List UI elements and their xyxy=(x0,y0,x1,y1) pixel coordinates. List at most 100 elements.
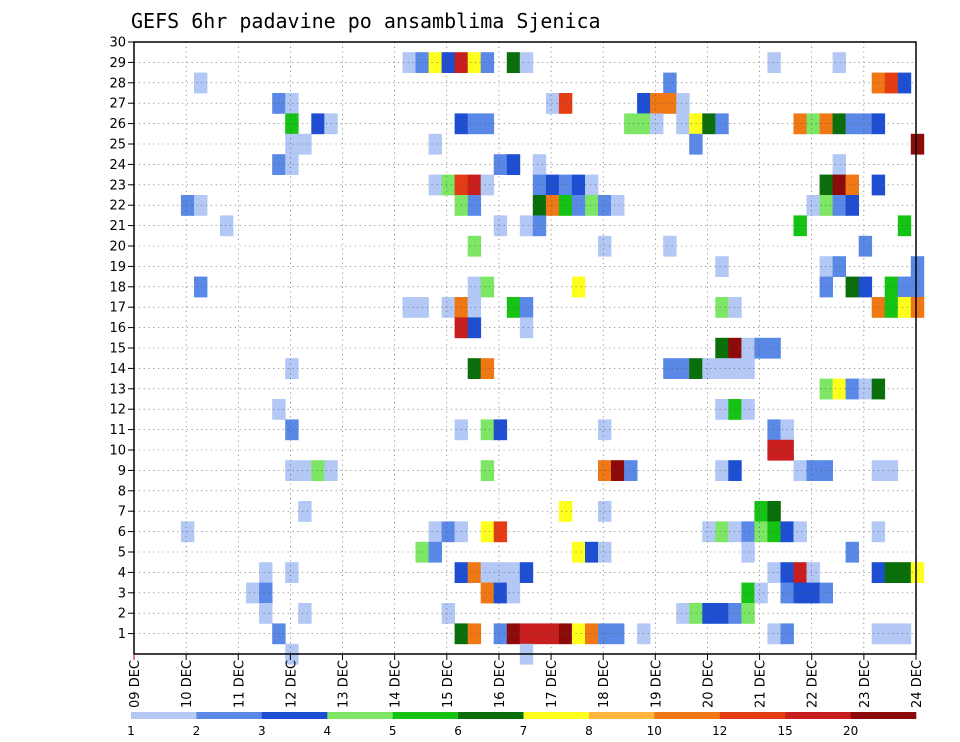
precip-cell xyxy=(845,113,859,135)
colorbar-label: 5 xyxy=(389,724,397,738)
y-tick-label: 11 xyxy=(109,423,126,438)
precip-cell xyxy=(298,603,312,624)
colorbar-swatch xyxy=(850,712,917,719)
y-tick-label: 24 xyxy=(109,158,126,173)
y-tick-label: 4 xyxy=(118,566,126,581)
precip-cell xyxy=(767,623,781,645)
precip-cell xyxy=(884,460,899,481)
precip-cell xyxy=(285,133,299,155)
precip-cell xyxy=(897,297,912,318)
precip-cell xyxy=(910,562,925,583)
precip-cell xyxy=(558,195,573,216)
y-tick-label: 12 xyxy=(109,403,126,418)
precip-cell xyxy=(441,297,455,318)
precip-cell xyxy=(441,52,455,73)
precip-cell xyxy=(571,623,586,645)
y-tick-label: 23 xyxy=(109,178,126,193)
precip-cell xyxy=(611,195,625,216)
precip-cell xyxy=(910,276,925,298)
precip-cell xyxy=(897,215,912,237)
precip-cell xyxy=(259,603,273,624)
precip-cell xyxy=(441,174,455,196)
precip-cell xyxy=(832,195,846,216)
colorbar-swatch xyxy=(327,712,393,719)
precip-cell xyxy=(793,562,807,583)
x-tick-label: 24 DEC xyxy=(910,660,925,708)
precip-cell xyxy=(702,358,716,379)
y-tick-label: 1 xyxy=(118,627,126,642)
precip-cell xyxy=(676,93,690,114)
colorbar-swatch xyxy=(785,712,851,719)
precip-cell xyxy=(480,113,495,135)
x-tick-label: 22 DEC xyxy=(806,660,821,708)
colorbar-swatch xyxy=(654,712,720,719)
precip-cell xyxy=(624,460,638,481)
precip-cell xyxy=(402,297,416,318)
precip-cell xyxy=(571,541,586,563)
precip-cell xyxy=(715,256,729,277)
colorbar: 1 2 3 4 5 6 7 8 10 12 15 20 xyxy=(127,712,917,738)
precip-cell xyxy=(715,399,729,420)
y-tick-label: 6 xyxy=(118,525,126,540)
precip-cell xyxy=(754,582,768,604)
precip-cell xyxy=(558,93,573,114)
precip-cell xyxy=(571,276,586,298)
precip-cell xyxy=(650,93,664,114)
precip-cell xyxy=(480,582,495,604)
precip-cell xyxy=(493,215,508,237)
precip-cell xyxy=(702,113,716,135)
precip-cell xyxy=(715,358,729,379)
precip-cell xyxy=(806,460,820,481)
colorbar-swatch xyxy=(392,712,459,719)
precip-cell xyxy=(910,297,925,318)
precip-cell xyxy=(910,256,925,277)
precip-cell xyxy=(298,133,312,155)
precip-cell xyxy=(493,623,508,645)
y-tick-label: 29 xyxy=(109,56,126,71)
precip-cell xyxy=(285,419,299,441)
precip-cell xyxy=(715,337,729,359)
precip-cell xyxy=(285,113,299,135)
precip-cell xyxy=(428,133,442,155)
precip-cell xyxy=(832,52,846,73)
precip-cell xyxy=(845,174,859,196)
precip-cell xyxy=(858,235,873,257)
precip-cell xyxy=(493,419,508,441)
precip-cell xyxy=(832,113,846,135)
precip-cell xyxy=(298,501,312,522)
precip-cell xyxy=(832,256,846,277)
colorbar-swatch xyxy=(131,712,197,719)
colorbar-label: 1 xyxy=(127,724,135,738)
precip-cell xyxy=(467,235,482,257)
precip-cell xyxy=(480,419,495,441)
precip-cell xyxy=(220,215,234,237)
precip-cell xyxy=(611,623,625,645)
precip-cell xyxy=(467,52,482,73)
x-tick-label: 16 DEC xyxy=(493,660,508,708)
precip-cell xyxy=(259,582,273,604)
precip-cell xyxy=(741,541,755,563)
precip-cell xyxy=(246,582,260,604)
precip-cell xyxy=(493,154,508,175)
x-tick-label: 10 DEC xyxy=(180,660,195,708)
precip-cell xyxy=(558,623,573,645)
precip-cell xyxy=(558,501,573,522)
y-tick-label: 5 xyxy=(118,546,126,561)
y-tick-label: 16 xyxy=(109,321,126,336)
precip-cell xyxy=(754,337,768,359)
precip-cell xyxy=(767,419,781,441)
colorbar-label: 7 xyxy=(520,724,528,738)
precip-cell xyxy=(480,521,495,543)
precip-cell xyxy=(767,501,781,522)
precip-cell xyxy=(532,195,547,216)
precip-cell xyxy=(767,52,781,73)
x-tick-label: 23 DEC xyxy=(858,660,873,708)
y-tick-label: 27 xyxy=(109,97,126,112)
precip-cell xyxy=(519,623,534,645)
precip-cell xyxy=(858,378,873,400)
precip-cell xyxy=(558,174,573,196)
colorbar-label: 10 xyxy=(647,724,662,738)
precip-cell xyxy=(663,72,677,94)
precip-cell xyxy=(467,562,482,583)
